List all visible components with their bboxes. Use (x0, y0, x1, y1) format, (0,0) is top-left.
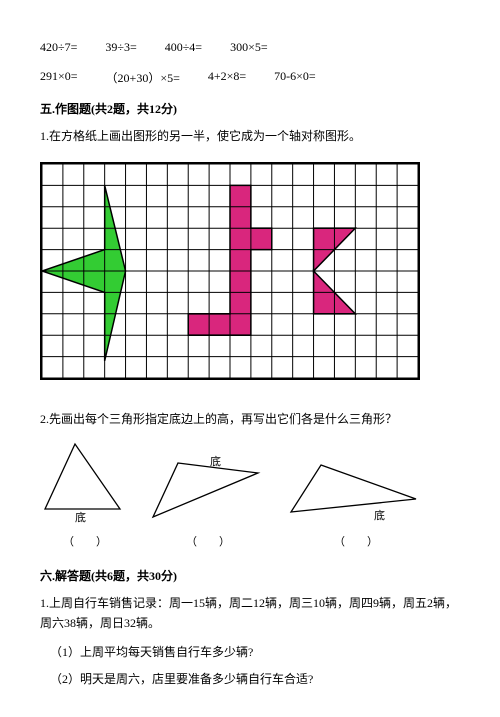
arith-item: （20+30）×5= (106, 69, 180, 86)
section5-q1: 1.在方格纸上画出图形的另一半，使它成为一个轴对称图形。 (40, 127, 460, 146)
section5-q2: 2.先画出每个三角形指定底边上的高，再写出它们各是什么三角形？ (40, 410, 460, 429)
triangle-2-wrap: 底 （ ） (148, 455, 268, 549)
arith-item: 400÷4= (165, 40, 202, 55)
grid-figure (40, 162, 420, 380)
triangle-1: 底 (40, 439, 130, 527)
arith-item: 291×0= (40, 69, 78, 86)
triangle-row: 底 （ ） 底 （ ） 底 （ ） (40, 439, 460, 549)
arith-item: 70-6×0= (274, 69, 316, 86)
section6-q1: 1.上周自行车销售记录：周一15辆，周二12辆，周三10辆，周四9辆，周五2辆，… (40, 594, 460, 632)
arithmetic-row-2: 291×0= （20+30）×5= 4+2×8= 70-6×0= (40, 69, 460, 86)
section6-heading: 六.解答题(共6题，共30分) (40, 567, 460, 584)
triangle-1-wrap: 底 （ ） (40, 439, 130, 549)
arith-item: 420÷7= (40, 40, 77, 55)
section6-q1-1: （1）上周平均每天销售自行车多少辆? (50, 643, 460, 660)
arithmetic-row-1: 420÷7= 39÷3= 400÷4= 300×5= (40, 40, 460, 55)
triangle-3-wrap: 底 （ ） (286, 457, 426, 549)
arith-item: 300×5= (230, 40, 268, 55)
triangle-3: 底 (286, 457, 426, 527)
triangle-paren: （ ） (40, 533, 130, 549)
svg-text:底: 底 (75, 510, 86, 524)
section6-q1-2: （2）明天是周六，店里要准备多少辆自行车合适? (50, 670, 460, 687)
triangle-paren: （ ） (286, 533, 426, 549)
svg-text:底: 底 (210, 455, 221, 468)
triangle-2: 底 (148, 455, 268, 527)
triangle-paren: （ ） (148, 533, 268, 549)
section5-heading: 五.作图题(共2题，共12分) (40, 100, 460, 117)
arith-item: 4+2×8= (208, 69, 246, 86)
arith-item: 39÷3= (105, 40, 136, 55)
svg-text:底: 底 (374, 508, 385, 522)
